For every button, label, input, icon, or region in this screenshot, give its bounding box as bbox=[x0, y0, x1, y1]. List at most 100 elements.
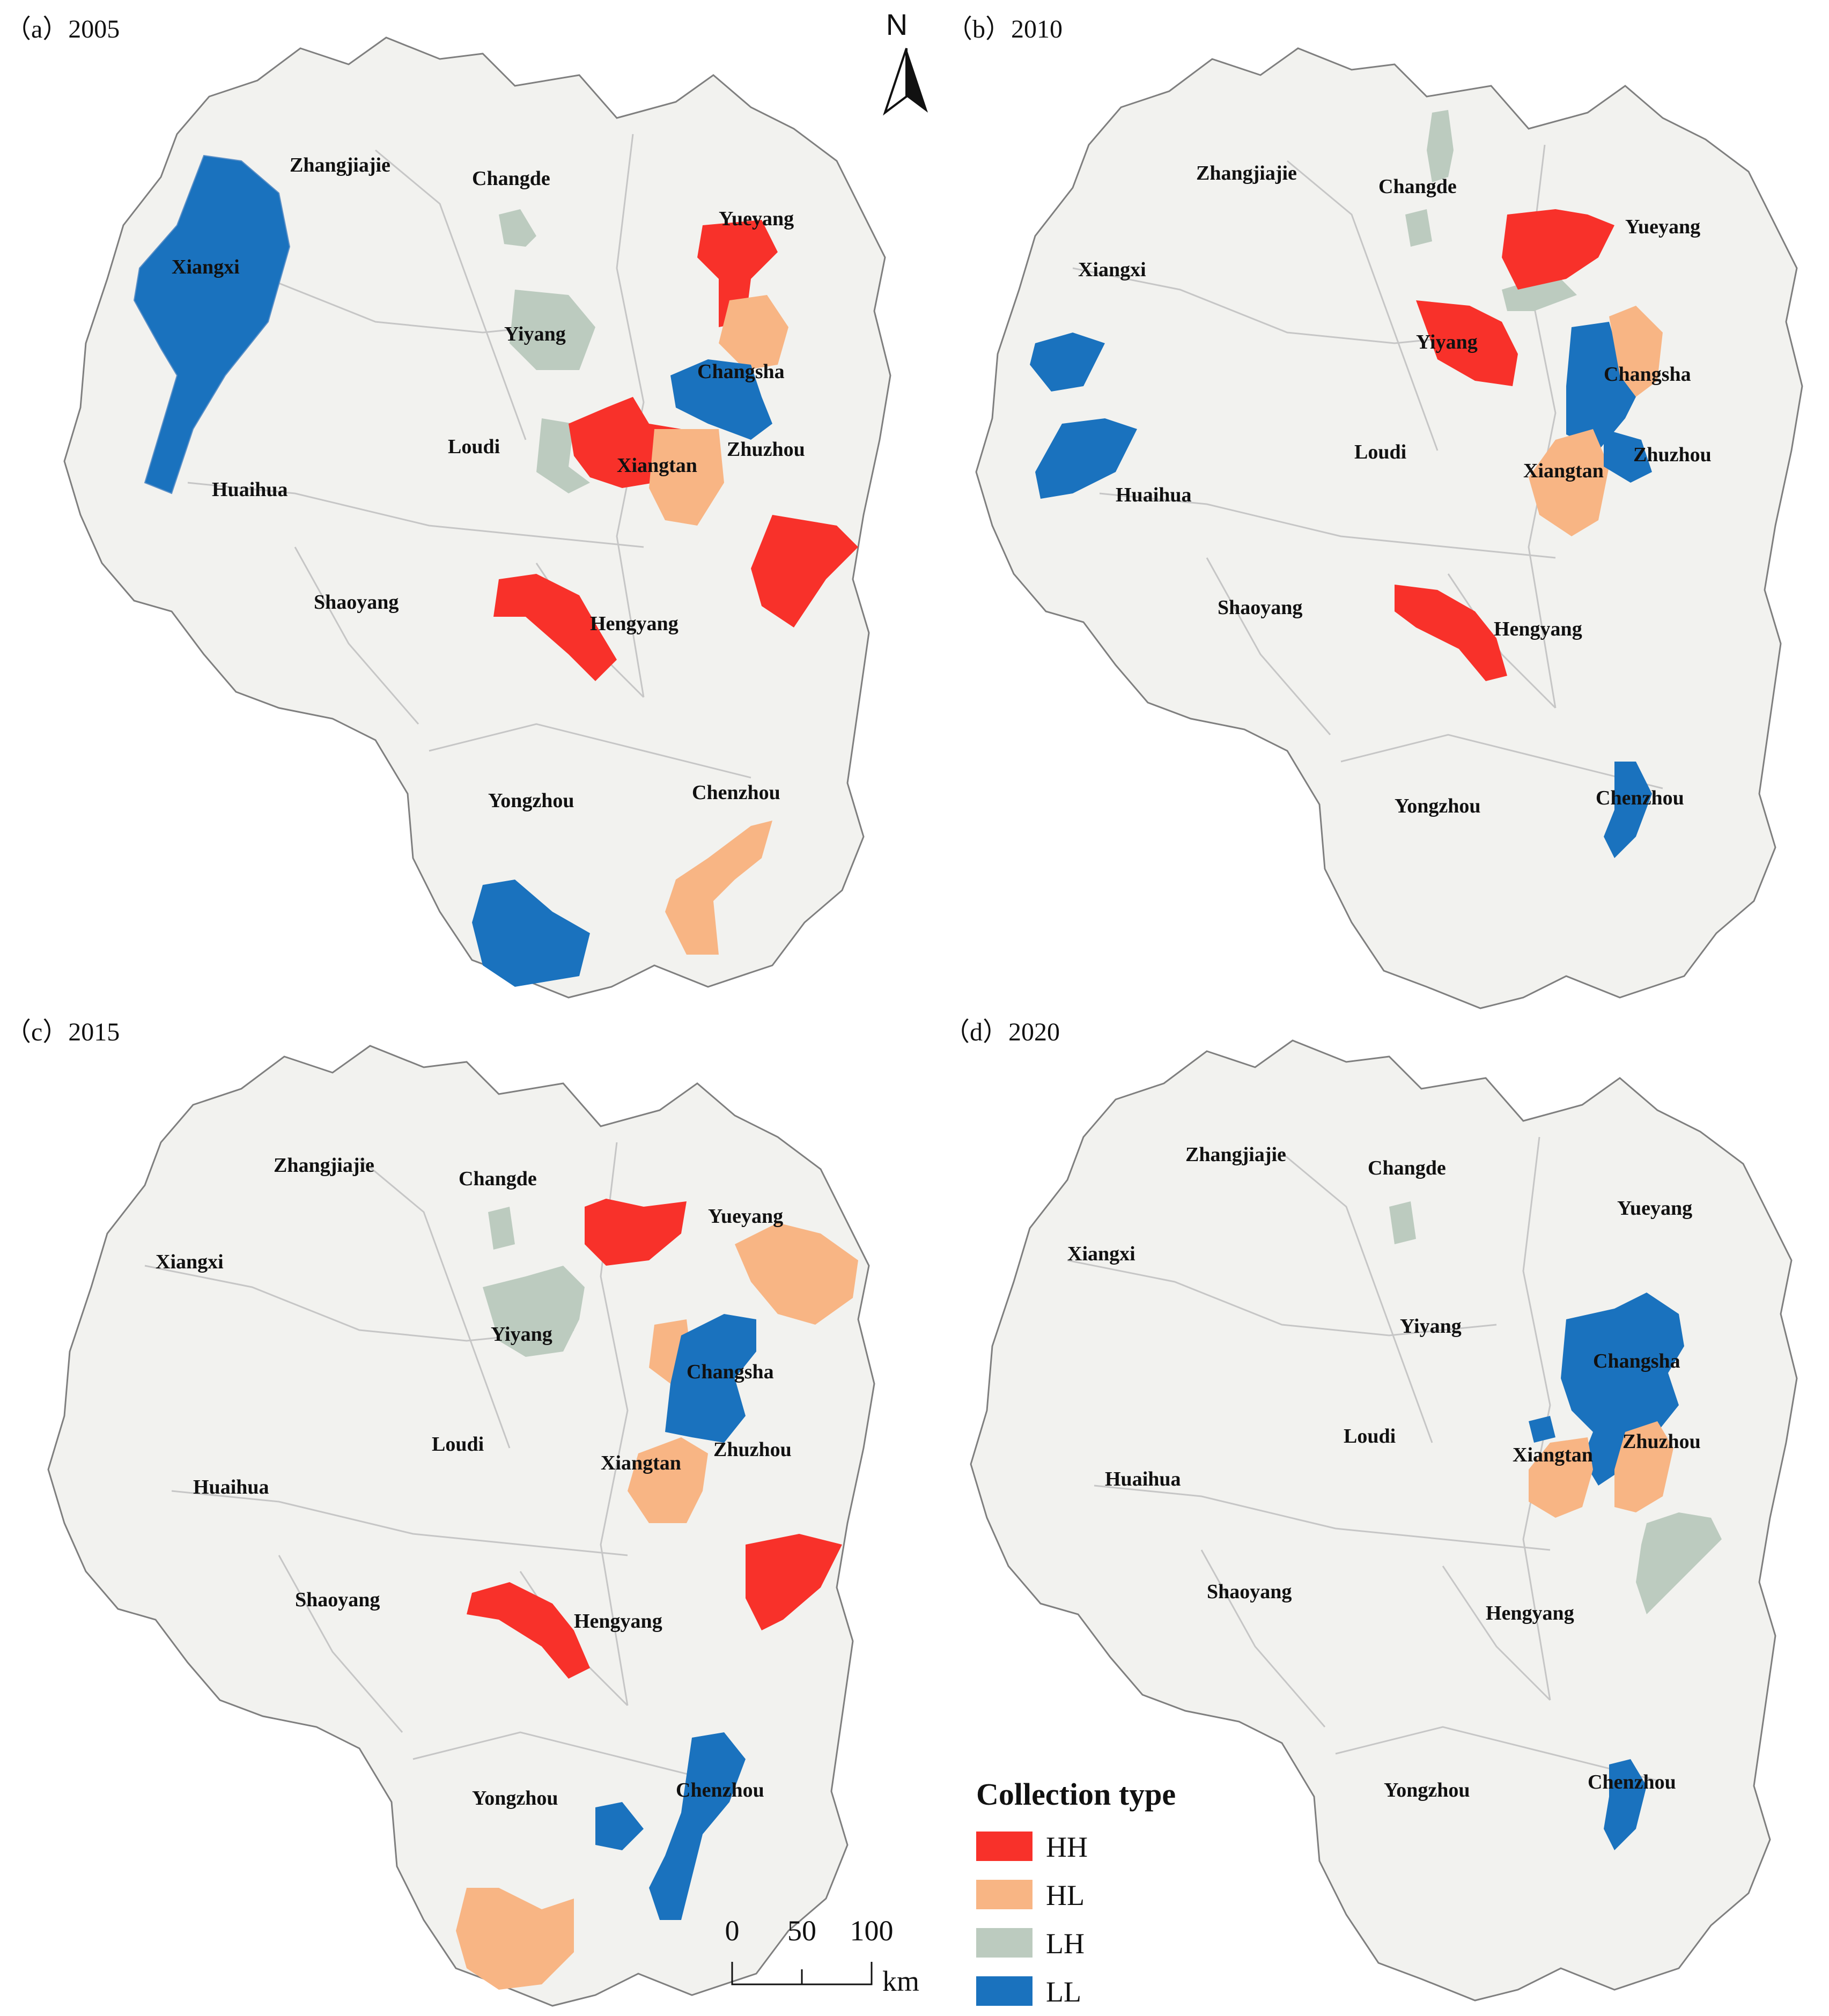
hl-region-xiangtan-c bbox=[628, 1437, 708, 1523]
ll-region-chenzhou-c bbox=[649, 1732, 746, 1920]
label-zhangjiajie-c: Zhangjiajie bbox=[274, 1154, 374, 1177]
legend-swatch-hh bbox=[976, 1832, 1032, 1861]
north-arrow-light-half bbox=[883, 48, 908, 116]
hl-region-yongzhou-c bbox=[456, 1888, 574, 1990]
label-chenzhou-c: Chenzhou bbox=[676, 1779, 764, 1801]
label-shaoyang-a: Shaoyang bbox=[314, 591, 399, 614]
label-xiangtan-a: Xiangtan bbox=[617, 454, 697, 477]
legend-label-hh: HH bbox=[1046, 1831, 1088, 1863]
hh-region-hengyang-b bbox=[1395, 585, 1507, 681]
label-huaihua-c: Huaihua bbox=[193, 1476, 269, 1498]
label-yiyang-a: Yiyang bbox=[504, 323, 566, 345]
label-hengyang-a: Hengyang bbox=[590, 612, 678, 635]
legend-label-ll: LL bbox=[1046, 1976, 1081, 2008]
ll-region-xiangtan-west-d bbox=[1529, 1416, 1555, 1443]
panel-c: （c）2015 Zhangjiajie Chang bbox=[5, 1018, 875, 2007]
label-changsha-a: Changsha bbox=[697, 360, 785, 383]
legend-swatch-hl bbox=[976, 1880, 1032, 1909]
label-huaihua-a: Huaihua bbox=[212, 478, 288, 501]
label-yueyang-b: Yueyang bbox=[1625, 216, 1700, 238]
hh-region-yiyang-b bbox=[1416, 300, 1518, 386]
lh-region-changde-north-b bbox=[1427, 110, 1454, 182]
label-xiangxi-a: Xiangxi bbox=[172, 256, 240, 278]
north-arrow-dark-half bbox=[906, 48, 928, 113]
scale-bar-line bbox=[731, 1962, 873, 1985]
city-labels-c: Zhangjiajie Changde Yueyang Xiangxi Yiya… bbox=[156, 1154, 792, 1810]
hl-region-zhuzhou-d bbox=[1614, 1421, 1673, 1512]
ll-region-huaihua-b bbox=[1035, 418, 1137, 499]
panel-title-a: （a）2005 bbox=[5, 15, 120, 43]
label-xiangxi-d: Xiangxi bbox=[1067, 1243, 1135, 1265]
label-zhangjiajie-d: Zhangjiajie bbox=[1185, 1143, 1286, 1166]
hl-region-xiangtan-b bbox=[1529, 429, 1609, 536]
label-loudi-c: Loudi bbox=[432, 1433, 484, 1456]
panel-b: （b）2010 Zhangjiajie bbox=[947, 15, 1803, 1009]
hh-region-zhuzhou-south-c bbox=[746, 1534, 842, 1630]
label-yongzhou-d: Yongzhou bbox=[1384, 1779, 1470, 1801]
label-changsha-b: Changsha bbox=[1604, 363, 1691, 386]
ll-region-changsha-b bbox=[1566, 322, 1641, 451]
lh-region-zhuzhou-south-d bbox=[1636, 1512, 1722, 1614]
label-xiangxi-b: Xiangxi bbox=[1078, 259, 1146, 281]
cluster-regions-d bbox=[1389, 1201, 1722, 1850]
panel-title-b: （b）2010 bbox=[947, 15, 1063, 43]
label-loudi-b: Loudi bbox=[1354, 441, 1406, 463]
label-shaoyang-b: Shaoyang bbox=[1218, 596, 1302, 619]
ll-region-changsha-d bbox=[1561, 1293, 1684, 1486]
panel-title-d: （d）2020 bbox=[944, 1018, 1060, 1046]
city-labels-b: Zhangjiajie Changde Yueyang Xiangxi Yiya… bbox=[1078, 162, 1712, 817]
lh-region-changde-a bbox=[499, 209, 536, 247]
lh-region-yiyang-c bbox=[483, 1266, 585, 1357]
label-loudi-a: Loudi bbox=[448, 435, 500, 458]
label-yongzhou-b: Yongzhou bbox=[1395, 795, 1481, 817]
ll-region-changsha-c bbox=[665, 1314, 756, 1443]
hl-region-changsha-north-a bbox=[719, 295, 788, 370]
cluster-regions-b bbox=[1030, 110, 1663, 858]
legend: Collection type HH HL LH LL bbox=[976, 1777, 1176, 2008]
lh-region-changde-d bbox=[1389, 1201, 1416, 1244]
hl-region-chenzhou-a bbox=[665, 821, 772, 955]
label-zhangjiajie-b: Zhangjiajie bbox=[1196, 162, 1297, 184]
label-huaihua-b: Huaihua bbox=[1116, 484, 1192, 506]
cluster-regions-c bbox=[456, 1199, 858, 1990]
hh-region-hengyang-a bbox=[493, 574, 617, 681]
label-changde-d: Changde bbox=[1368, 1157, 1446, 1179]
label-yiyang-c: Yiyang bbox=[491, 1323, 552, 1346]
label-chenzhou-d: Chenzhou bbox=[1588, 1771, 1676, 1793]
lh-region-changde-c bbox=[488, 1207, 515, 1250]
scale-tick-100: 100 bbox=[850, 1915, 894, 1947]
label-xiangtan-c: Xiangtan bbox=[601, 1452, 681, 1474]
cluster-regions-a bbox=[133, 154, 858, 987]
hh-region-zhuzhou-south-a bbox=[751, 515, 858, 627]
north-arrow-label: N bbox=[886, 8, 908, 41]
hl-region-yueyang-c bbox=[735, 1223, 858, 1325]
ll-region-chenzhou-d bbox=[1604, 1759, 1647, 1850]
hl-region-xiangtan-d bbox=[1529, 1437, 1593, 1518]
label-changsha-d: Changsha bbox=[1593, 1350, 1680, 1372]
legend-swatch-ll bbox=[976, 1976, 1032, 2006]
label-shaoyang-c: Shaoyang bbox=[295, 1589, 380, 1611]
label-hengyang-c: Hengyang bbox=[574, 1610, 662, 1633]
legend-swatch-lh bbox=[976, 1928, 1032, 1958]
city-labels-a: Zhangjiajie Changde Yueyang Xiangxi Yiya… bbox=[172, 154, 805, 812]
label-yongzhou-c: Yongzhou bbox=[472, 1787, 558, 1810]
scale-unit: km bbox=[882, 1965, 919, 1997]
panel-a: （a）2005 Zhangjiajie bbox=[5, 15, 891, 999]
lh-region-changde-b bbox=[1405, 209, 1432, 247]
label-xiangtan-b: Xiangtan bbox=[1523, 460, 1604, 482]
hl-region-changsha-b bbox=[1609, 306, 1663, 397]
label-huaihua-d: Huaihua bbox=[1105, 1468, 1181, 1490]
ll-region-yongzhou-east-c bbox=[595, 1802, 644, 1850]
hh-region-yueyang-a bbox=[697, 220, 778, 327]
lh-region-yiyang-b bbox=[1502, 274, 1577, 311]
ll-region-changsha-a bbox=[670, 359, 772, 440]
north-arrow: N bbox=[883, 8, 928, 116]
ll-region-xiangxi-a bbox=[133, 154, 291, 494]
label-hengyang-b: Hengyang bbox=[1494, 618, 1582, 640]
prefecture-borders-d bbox=[1067, 1136, 1658, 1782]
hh-region-yueyang-b bbox=[1502, 209, 1614, 290]
label-zhangjiajie-a: Zhangjiajie bbox=[290, 154, 390, 176]
ll-region-yongzhou-a bbox=[472, 880, 590, 987]
label-zhuzhou-d: Zhuzhou bbox=[1622, 1430, 1701, 1453]
label-hengyang-d: Hengyang bbox=[1486, 1602, 1574, 1624]
